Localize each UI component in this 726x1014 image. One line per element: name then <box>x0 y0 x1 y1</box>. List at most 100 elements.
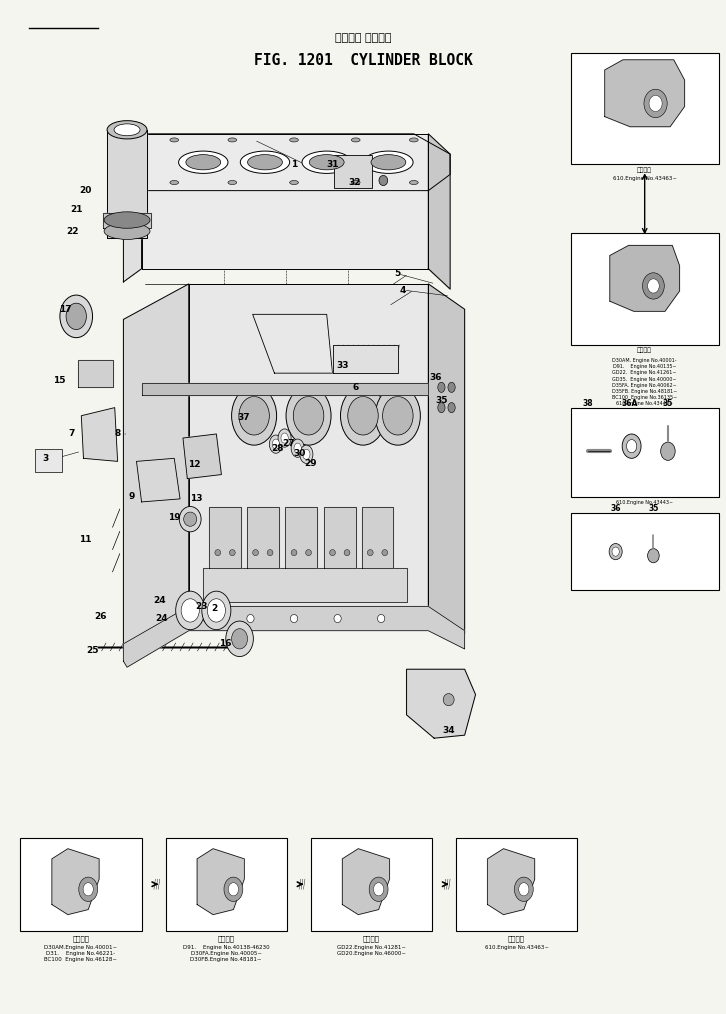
Ellipse shape <box>369 877 388 901</box>
Ellipse shape <box>443 694 454 706</box>
Polygon shape <box>488 849 535 915</box>
Ellipse shape <box>286 386 331 445</box>
Ellipse shape <box>203 614 211 623</box>
Ellipse shape <box>612 548 619 556</box>
Ellipse shape <box>215 550 221 556</box>
Polygon shape <box>247 507 279 568</box>
Ellipse shape <box>661 442 675 460</box>
Text: D30AM.Engine No.40001~
D31.    Engine No.46221-
BC100  Engine No.46128~: D30AM.Engine No.40001~ D31. Engine No.46… <box>44 945 118 961</box>
Text: 12: 12 <box>188 460 201 468</box>
Polygon shape <box>123 134 142 282</box>
Ellipse shape <box>202 591 231 630</box>
Ellipse shape <box>60 295 93 338</box>
Polygon shape <box>81 408 118 461</box>
Ellipse shape <box>224 877 242 901</box>
Ellipse shape <box>179 151 228 173</box>
Text: 6: 6 <box>353 383 359 391</box>
Polygon shape <box>52 849 99 915</box>
Ellipse shape <box>351 138 360 142</box>
Ellipse shape <box>114 124 140 136</box>
Text: 適用号機: 適用号機 <box>637 348 652 354</box>
Ellipse shape <box>232 386 277 445</box>
Text: 適用号機: 適用号機 <box>218 935 234 942</box>
Ellipse shape <box>309 154 344 170</box>
Ellipse shape <box>290 614 298 623</box>
Polygon shape <box>142 134 428 269</box>
Bar <box>571 408 719 497</box>
Text: 36A: 36A <box>622 399 638 408</box>
Ellipse shape <box>448 403 455 413</box>
Ellipse shape <box>306 550 311 556</box>
Bar <box>334 155 372 188</box>
Polygon shape <box>209 507 241 568</box>
Ellipse shape <box>649 95 662 112</box>
Polygon shape <box>333 345 398 373</box>
Ellipse shape <box>226 621 253 657</box>
Text: 11: 11 <box>79 535 92 544</box>
Ellipse shape <box>648 549 659 563</box>
Polygon shape <box>203 568 407 602</box>
Bar <box>35 449 62 472</box>
Bar <box>456 838 577 931</box>
Polygon shape <box>285 507 317 568</box>
Polygon shape <box>428 134 450 289</box>
Text: 610.Engine No.43463~: 610.Engine No.43463~ <box>613 176 677 182</box>
Text: D91.    Engine No.40138-46230
D30FA.Engine No.40005~
D30FB.Engine No.48181~: D91. Engine No.40138-46230 D30FA.Engine … <box>183 945 269 961</box>
Text: 610.Engine No.43463~: 610.Engine No.43463~ <box>484 945 549 950</box>
Ellipse shape <box>290 180 298 185</box>
Ellipse shape <box>247 614 254 623</box>
Ellipse shape <box>179 506 201 531</box>
Text: 36: 36 <box>611 504 621 513</box>
Ellipse shape <box>351 180 360 185</box>
Ellipse shape <box>78 877 97 901</box>
Polygon shape <box>362 507 393 568</box>
Polygon shape <box>123 606 465 667</box>
Ellipse shape <box>375 386 420 445</box>
Text: GD22.Engine No.41281~
GD20.Engine No.46000~: GD22.Engine No.41281~ GD20.Engine No.460… <box>337 945 406 956</box>
Polygon shape <box>78 360 113 387</box>
Ellipse shape <box>648 279 659 293</box>
Ellipse shape <box>253 550 258 556</box>
Ellipse shape <box>228 882 238 896</box>
Ellipse shape <box>643 273 664 299</box>
Text: FIG. 1201  CYLINDER BLOCK: FIG. 1201 CYLINDER BLOCK <box>253 53 473 68</box>
Text: 30: 30 <box>293 449 306 457</box>
Ellipse shape <box>104 223 150 239</box>
Text: 27: 27 <box>282 439 295 447</box>
Text: 22: 22 <box>66 227 79 235</box>
Text: 2: 2 <box>211 604 217 612</box>
Polygon shape <box>136 458 180 502</box>
Ellipse shape <box>303 449 310 459</box>
Ellipse shape <box>107 121 147 139</box>
Polygon shape <box>407 669 476 738</box>
Text: 26: 26 <box>94 612 107 621</box>
Text: シリンダ ブロック: シリンダ ブロック <box>335 32 391 43</box>
Ellipse shape <box>609 544 622 560</box>
Ellipse shape <box>232 629 248 649</box>
Ellipse shape <box>272 439 280 449</box>
Ellipse shape <box>281 433 288 443</box>
Ellipse shape <box>409 138 418 142</box>
Text: D30AM. Engine No.40001-
D91.    Engine No.40135~
GD22.  Engine No.41261~
GD35.  : D30AM. Engine No.40001- D91. Engine No.4… <box>612 358 677 407</box>
Ellipse shape <box>294 443 301 453</box>
Polygon shape <box>142 383 428 395</box>
Bar <box>311 838 432 931</box>
Ellipse shape <box>379 175 388 186</box>
Text: 7: 7 <box>68 430 74 438</box>
Ellipse shape <box>83 882 93 896</box>
Text: 3: 3 <box>42 454 48 462</box>
Text: 5: 5 <box>395 270 401 278</box>
Ellipse shape <box>514 877 533 901</box>
Polygon shape <box>428 284 465 634</box>
Text: 15: 15 <box>53 376 66 384</box>
Ellipse shape <box>409 180 418 185</box>
Text: 36: 36 <box>429 373 442 381</box>
Polygon shape <box>343 849 389 915</box>
Ellipse shape <box>291 439 304 457</box>
Text: 25: 25 <box>86 647 99 655</box>
Ellipse shape <box>364 151 413 173</box>
Text: 20: 20 <box>79 187 92 195</box>
Ellipse shape <box>248 154 282 170</box>
Bar <box>571 233 719 345</box>
Ellipse shape <box>291 550 297 556</box>
